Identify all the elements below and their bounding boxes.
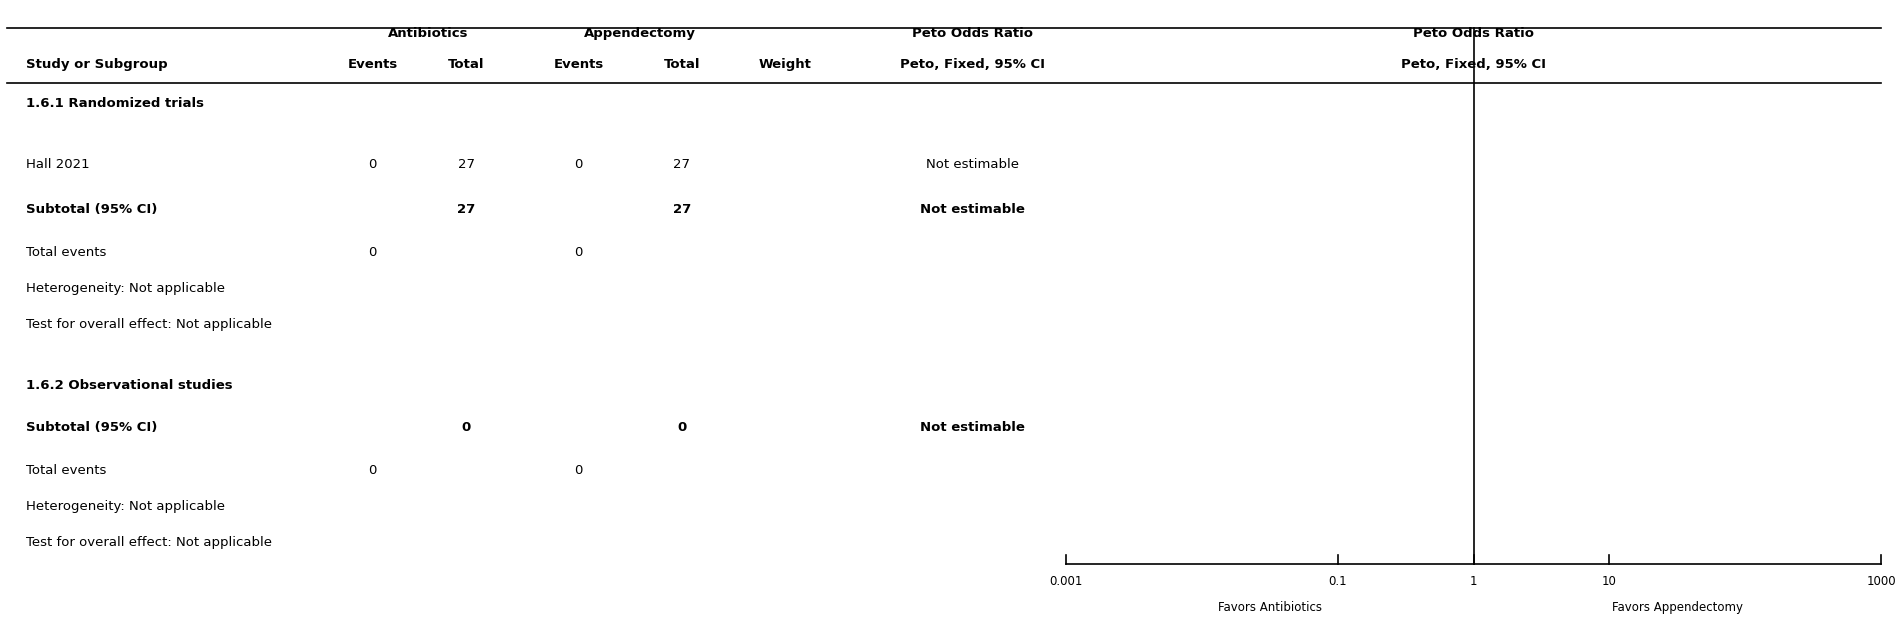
Text: Peto, Fixed, 95% CI: Peto, Fixed, 95% CI bbox=[900, 57, 1045, 70]
Text: 0: 0 bbox=[369, 245, 377, 259]
Text: Total events: Total events bbox=[25, 464, 107, 477]
Text: Events: Events bbox=[554, 57, 603, 70]
Text: 0: 0 bbox=[462, 421, 470, 434]
Text: Test for overall effect: Not applicable: Test for overall effect: Not applicable bbox=[25, 536, 272, 549]
Text: Subtotal (95% CI): Subtotal (95% CI) bbox=[25, 421, 158, 434]
Text: Antibiotics: Antibiotics bbox=[388, 27, 468, 40]
Text: 27: 27 bbox=[674, 158, 691, 171]
Text: 0: 0 bbox=[677, 421, 687, 434]
Text: Total events: Total events bbox=[25, 245, 107, 259]
Text: 0: 0 bbox=[575, 158, 582, 171]
Text: Appendectomy: Appendectomy bbox=[584, 27, 695, 40]
Text: Peto Odds Ratio: Peto Odds Ratio bbox=[912, 27, 1033, 40]
Text: 1.6.1 Randomized trials: 1.6.1 Randomized trials bbox=[25, 97, 204, 110]
Text: 27: 27 bbox=[457, 158, 474, 171]
Text: 27: 27 bbox=[672, 203, 691, 216]
Text: Total: Total bbox=[447, 57, 485, 70]
Text: Hall 2021: Hall 2021 bbox=[25, 158, 89, 171]
Text: Events: Events bbox=[348, 57, 398, 70]
Text: Subtotal (95% CI): Subtotal (95% CI) bbox=[25, 203, 158, 216]
Text: Heterogeneity: Not applicable: Heterogeneity: Not applicable bbox=[25, 500, 225, 513]
Text: Not estimable: Not estimable bbox=[919, 421, 1024, 434]
Text: 10: 10 bbox=[1602, 575, 1618, 588]
Text: Test for overall effect: Not applicable: Test for overall effect: Not applicable bbox=[25, 318, 272, 331]
Text: Total: Total bbox=[664, 57, 700, 70]
Text: 1000: 1000 bbox=[1867, 575, 1895, 588]
Text: Weight: Weight bbox=[757, 57, 811, 70]
Text: Favors Antibiotics: Favors Antibiotics bbox=[1218, 601, 1323, 614]
Text: Peto, Fixed, 95% CI: Peto, Fixed, 95% CI bbox=[1401, 57, 1545, 70]
Text: Not estimable: Not estimable bbox=[919, 203, 1024, 216]
Text: 0.001: 0.001 bbox=[1049, 575, 1083, 588]
Text: 0: 0 bbox=[575, 245, 582, 259]
Text: 0: 0 bbox=[575, 464, 582, 477]
Text: 0: 0 bbox=[369, 158, 377, 171]
Text: 0.1: 0.1 bbox=[1328, 575, 1347, 588]
Text: 27: 27 bbox=[457, 203, 476, 216]
Text: Study or Subgroup: Study or Subgroup bbox=[25, 57, 167, 70]
Text: Not estimable: Not estimable bbox=[925, 158, 1018, 171]
Text: Heterogeneity: Not applicable: Heterogeneity: Not applicable bbox=[25, 282, 225, 295]
Text: Peto Odds Ratio: Peto Odds Ratio bbox=[1414, 27, 1534, 40]
Text: Favors Appendectomy: Favors Appendectomy bbox=[1612, 601, 1743, 614]
Text: 1: 1 bbox=[1469, 575, 1477, 588]
Text: 0: 0 bbox=[369, 464, 377, 477]
Text: 1.6.2 Observational studies: 1.6.2 Observational studies bbox=[25, 379, 232, 392]
